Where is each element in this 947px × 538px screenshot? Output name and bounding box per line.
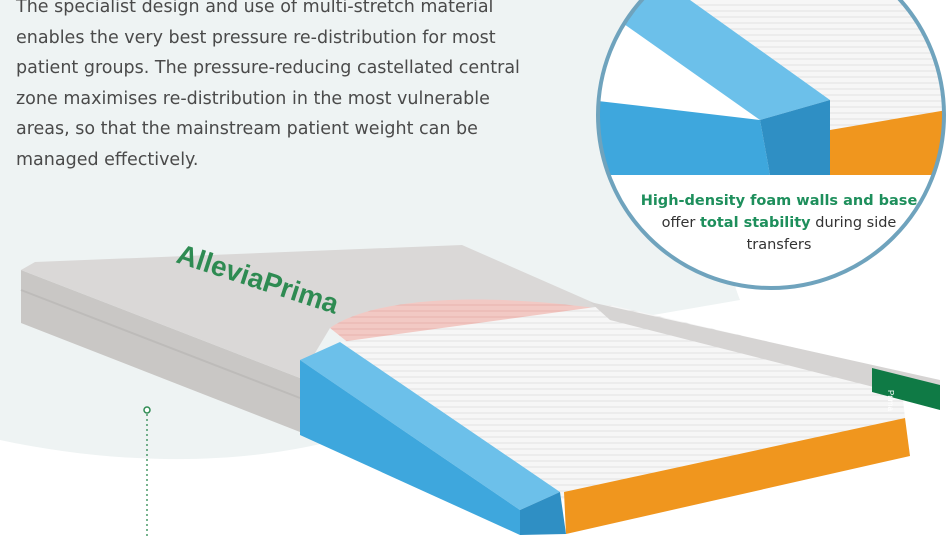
pointer-line xyxy=(143,406,151,538)
foam-wall-front xyxy=(300,360,520,535)
zoom-foam-wall-side xyxy=(760,100,830,175)
callout-text: during side transfers xyxy=(746,215,897,253)
intro-line: zone maximises re-distribution in the mo… xyxy=(16,88,490,109)
callout-text: offer xyxy=(661,215,700,231)
callout-highlight-walls: High-density foam walls and base xyxy=(640,193,918,209)
zoom-foam-wall-top xyxy=(598,0,830,120)
intro-line: enables the very best pressure re-distri… xyxy=(16,27,496,48)
intro-line: The specialist design and use of multi-s… xyxy=(16,0,494,17)
zoom-circle xyxy=(596,0,946,290)
mattress-cover-edge xyxy=(590,302,940,395)
intro-line: areas, so that the mainstream patient we… xyxy=(16,119,478,139)
mattress: AlleviaPrima Prima xyxy=(20,238,940,535)
end-tag-label: Prima xyxy=(886,390,895,411)
intro-line: patient groups. The pressure-reducing ca… xyxy=(16,58,520,78)
zoom-foam-wall-front xyxy=(598,100,770,175)
mattress-cover-side xyxy=(21,270,300,432)
stability-callout: High-density foam walls and base offer t… xyxy=(634,190,924,256)
intro-line: managed effectively. xyxy=(16,149,199,170)
zoom-foam-base xyxy=(830,110,944,175)
foam-wall-top xyxy=(300,342,560,510)
foam-base xyxy=(564,418,910,534)
intro-paragraph: The specialist design and use of multi-s… xyxy=(16,0,616,175)
callout-highlight-stability: total stability xyxy=(699,215,811,231)
mattress-cover-top xyxy=(21,245,610,378)
foam-wall-side xyxy=(520,492,566,535)
end-tag xyxy=(872,368,940,410)
zoom-top-surface xyxy=(680,0,944,150)
